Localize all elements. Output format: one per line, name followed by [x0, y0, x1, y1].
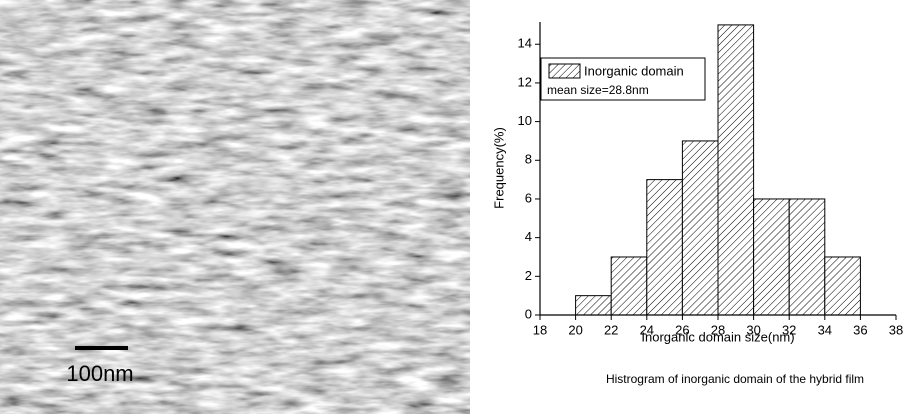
y-tick-label: 10 [518, 113, 532, 128]
bar [681, 140, 719, 316]
y-tick-label: 4 [525, 229, 532, 244]
bar [575, 295, 612, 316]
x-tick-label: 34 [818, 322, 832, 337]
y-tick-label: 12 [518, 74, 532, 89]
x-tick-label: 20 [568, 322, 582, 337]
legend-label: Inorganic domain [584, 63, 684, 78]
x-tick-label: 30 [746, 322, 760, 337]
caption: Histrogram of inorganic domain of the hy… [606, 372, 864, 386]
x-tick-label: 22 [604, 322, 618, 337]
x-tick-label: 18 [533, 322, 547, 337]
bar [753, 198, 790, 316]
x-axis-label: Inorganic domain size(nm) [641, 329, 794, 344]
scale-bar [75, 346, 128, 350]
x-tick-label: 32 [782, 322, 796, 337]
bar [610, 256, 648, 316]
bar [788, 198, 826, 316]
x-tick-label: 28 [711, 322, 725, 337]
bar [824, 256, 861, 316]
micrograph [0, 0, 470, 414]
bar [646, 179, 683, 316]
x-tick-label: 26 [675, 322, 689, 337]
legend-swatch [548, 63, 581, 79]
x-tick-label: 24 [640, 322, 654, 337]
y-tick-label: 8 [525, 152, 532, 167]
x-tick-label: 36 [853, 322, 867, 337]
y-tick-label: 6 [525, 190, 532, 205]
y-tick-label: 0 [525, 306, 532, 321]
y-tick-label: 2 [525, 268, 532, 283]
scale-bar-label: 100nm [66, 361, 133, 386]
x-tick-label: 38 [889, 322, 903, 337]
y-tick-label: 14 [518, 36, 532, 51]
y-axis-label: Frequency(%) [491, 127, 506, 209]
bar [717, 24, 755, 316]
annotation: mean size=28.8nm [547, 83, 649, 97]
